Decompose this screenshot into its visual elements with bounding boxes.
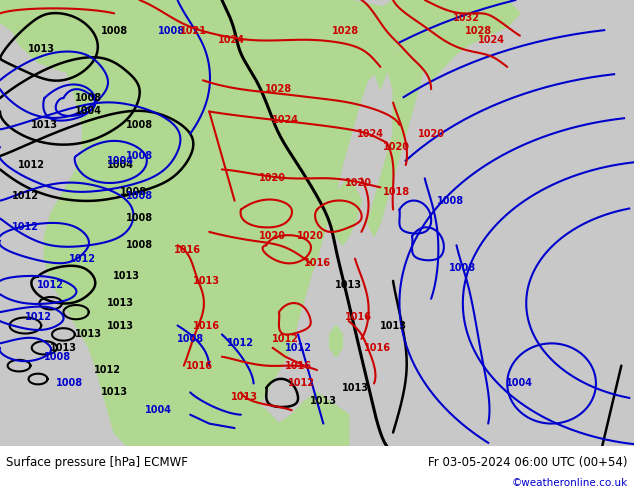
Text: 1008: 1008: [126, 120, 153, 130]
Text: 1008: 1008: [450, 263, 476, 272]
Text: 1008: 1008: [120, 187, 146, 197]
Text: 1024: 1024: [272, 115, 299, 125]
Text: 1012: 1012: [18, 160, 45, 170]
Text: 1008: 1008: [75, 93, 102, 103]
Text: 1032: 1032: [453, 13, 479, 23]
Text: 1016: 1016: [304, 258, 330, 268]
Text: 1013: 1013: [107, 320, 134, 331]
Text: 1024: 1024: [478, 35, 505, 45]
Text: 1012: 1012: [94, 365, 121, 375]
Text: 1004: 1004: [75, 106, 102, 117]
Text: 1013: 1013: [310, 396, 337, 406]
Text: 1020: 1020: [297, 231, 324, 242]
Text: 1016: 1016: [193, 320, 219, 331]
Text: 1016: 1016: [364, 343, 391, 353]
Text: 1013: 1013: [342, 383, 368, 393]
Text: 1012: 1012: [12, 191, 39, 201]
Text: 1004: 1004: [107, 160, 134, 170]
Text: Surface pressure [hPa] ECMWF: Surface pressure [hPa] ECMWF: [6, 456, 188, 469]
Text: 1013: 1013: [31, 120, 58, 130]
Text: 1008: 1008: [126, 191, 153, 201]
Polygon shape: [0, 0, 127, 72]
Text: 1013: 1013: [75, 329, 102, 340]
Polygon shape: [44, 0, 412, 446]
Text: 1012: 1012: [69, 254, 96, 264]
Text: 1004: 1004: [507, 378, 533, 389]
Text: 1013: 1013: [113, 271, 140, 281]
Text: 1008: 1008: [126, 240, 153, 250]
Text: 1008: 1008: [437, 196, 463, 206]
Text: 1008: 1008: [56, 378, 83, 389]
Text: 1013: 1013: [101, 388, 127, 397]
Text: 1020: 1020: [418, 129, 444, 139]
Text: 1008: 1008: [126, 151, 153, 161]
Text: 1016: 1016: [174, 245, 200, 255]
Text: 1012: 1012: [12, 222, 39, 232]
Text: 1020: 1020: [345, 178, 372, 188]
Polygon shape: [330, 325, 342, 357]
Text: 1013: 1013: [335, 280, 362, 291]
Polygon shape: [222, 392, 349, 446]
Text: 1008: 1008: [126, 214, 153, 223]
Text: Fr 03-05-2024 06:00 UTC (00+54): Fr 03-05-2024 06:00 UTC (00+54): [428, 456, 628, 469]
Text: 1004: 1004: [145, 405, 172, 415]
Text: 1020: 1020: [259, 231, 286, 242]
Text: 1012: 1012: [37, 280, 64, 291]
Text: 1012: 1012: [228, 338, 254, 348]
Text: 1016: 1016: [285, 361, 311, 370]
Text: 1012: 1012: [272, 334, 299, 344]
Text: 1016: 1016: [186, 361, 213, 370]
Text: 1013: 1013: [231, 392, 257, 402]
Text: 1016: 1016: [345, 312, 372, 321]
Text: 1012: 1012: [285, 343, 311, 353]
Text: 1013: 1013: [107, 298, 134, 308]
Polygon shape: [368, 45, 425, 236]
Text: 1028: 1028: [266, 84, 292, 94]
Text: 1008: 1008: [44, 352, 70, 362]
Text: 1028: 1028: [332, 26, 359, 36]
Text: 1013: 1013: [380, 320, 406, 331]
Text: 1008: 1008: [158, 26, 184, 36]
Text: 1013: 1013: [50, 343, 77, 353]
Text: 1020: 1020: [259, 173, 286, 183]
Polygon shape: [374, 0, 520, 89]
Text: 1008: 1008: [101, 26, 127, 36]
Text: 1008: 1008: [177, 334, 204, 344]
Text: 1021: 1021: [180, 26, 207, 36]
Polygon shape: [330, 178, 361, 245]
Text: 1028: 1028: [465, 26, 492, 36]
Text: 1024: 1024: [218, 35, 245, 45]
Text: ©weatheronline.co.uk: ©weatheronline.co.uk: [512, 478, 628, 489]
Text: 1013: 1013: [28, 44, 55, 54]
Text: 1012: 1012: [25, 312, 51, 321]
Text: 1018: 1018: [383, 187, 410, 197]
Text: 1012: 1012: [288, 378, 314, 389]
Text: 1013: 1013: [193, 276, 219, 286]
Text: 1020: 1020: [383, 142, 410, 152]
Text: 1004: 1004: [107, 155, 134, 166]
Text: 1024: 1024: [358, 129, 384, 139]
